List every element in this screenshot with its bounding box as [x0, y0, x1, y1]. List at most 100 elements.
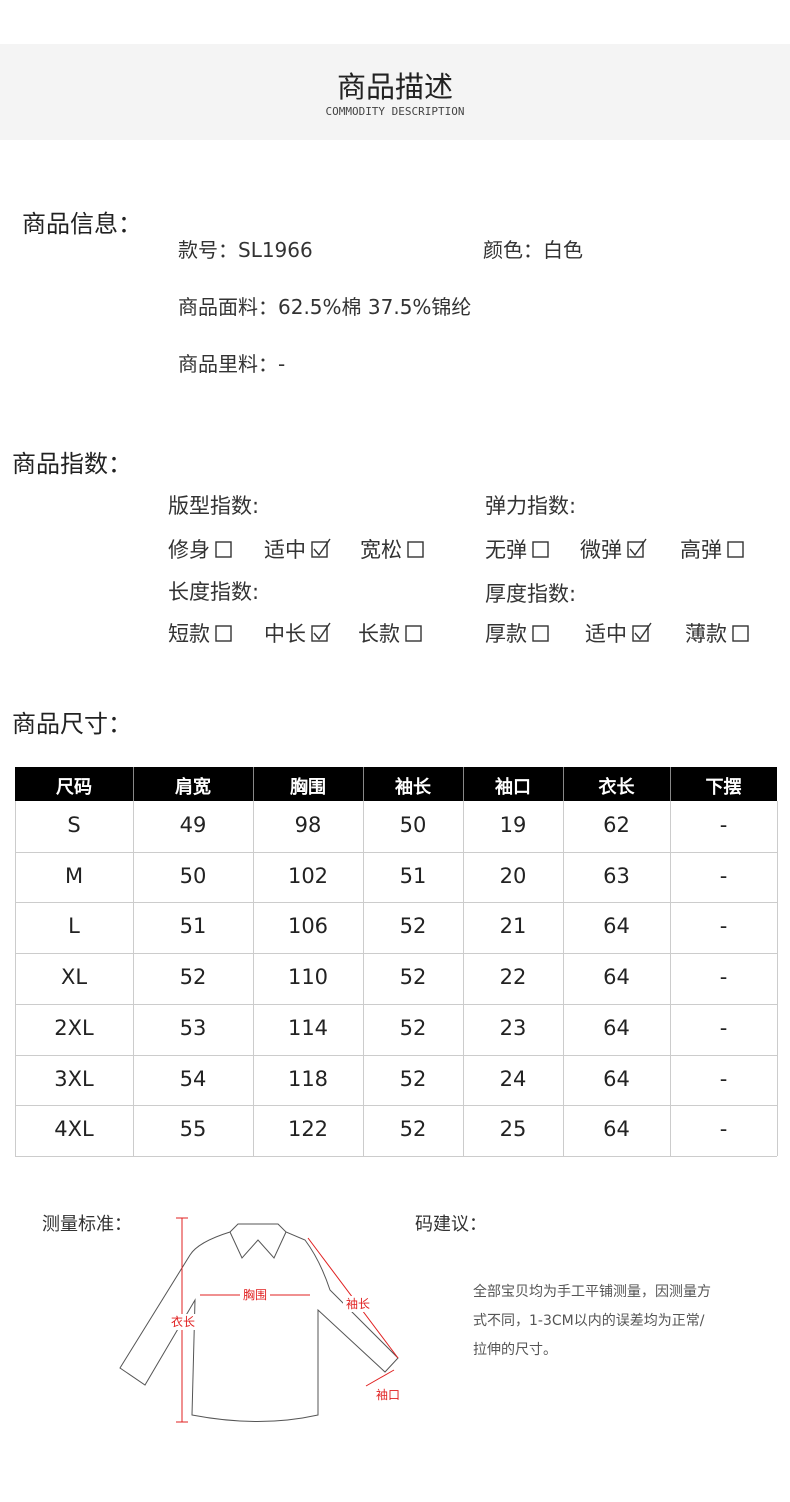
table-header: 尺码	[56, 777, 92, 798]
table-cell: 64	[603, 1117, 630, 1142]
table-cell: 64	[603, 1015, 630, 1040]
row-line	[15, 1155, 777, 1157]
section-heading: 测量标准：	[42, 1214, 132, 1235]
table-cell: -	[719, 1066, 728, 1091]
table-cell: L	[68, 914, 80, 939]
label-bg	[240, 1287, 270, 1303]
checkbox	[215, 625, 232, 642]
col-line	[363, 767, 364, 801]
info-item: 商品面料：62.5%棉 37.5%锦纶	[178, 295, 472, 319]
checkbox	[532, 541, 549, 558]
table-cell: XL	[60, 965, 88, 990]
table-header: 下摆	[705, 777, 742, 798]
checkbox	[407, 541, 424, 558]
subtitle: COMMODITY DESCRIPTION	[325, 105, 465, 118]
index-title: 版型指数:	[168, 494, 260, 518]
checkbox	[311, 538, 331, 558]
table-header: 衣长	[598, 777, 635, 798]
table-cell: 20	[499, 863, 527, 888]
shirt-outline	[119, 1223, 399, 1422]
checkbox	[632, 622, 652, 642]
col-line	[15, 801, 16, 1156]
table-cell: 51	[399, 863, 427, 888]
index-title: 长度指数:	[168, 580, 260, 604]
col-line	[670, 767, 671, 801]
table-cell: 52	[399, 914, 427, 939]
section-heading: 商品尺寸：	[12, 710, 132, 738]
checkbox	[311, 622, 331, 642]
table-header: 袖长	[395, 777, 431, 798]
table-cell: 51	[179, 914, 207, 939]
col-line	[777, 801, 778, 1156]
table-cell: 50	[399, 813, 427, 837]
table-cell: 21	[499, 914, 527, 939]
index-option: 长款	[358, 618, 426, 648]
table-cell: 64	[603, 1066, 630, 1091]
table-cell: 114	[287, 1015, 329, 1040]
table-cell: S	[67, 813, 81, 837]
table-cell: 63	[603, 863, 630, 888]
col-line	[253, 767, 254, 801]
table-cell: 62	[603, 813, 630, 837]
table-cell: 49	[179, 813, 207, 837]
table-cell: 2XL	[54, 1015, 94, 1040]
measure-label: 胸围	[243, 1287, 267, 1302]
checkbox	[405, 625, 422, 642]
table-cell: M	[64, 863, 84, 888]
measure-line	[365, 1369, 395, 1387]
index-option: 适中	[264, 534, 332, 564]
table-cell: 52	[399, 965, 427, 990]
index-option: 厚款	[485, 618, 553, 648]
table-cell: 4XL	[54, 1117, 94, 1142]
table-cell: 52	[399, 1066, 427, 1091]
table-header: 胸围	[290, 777, 326, 798]
info-item: 款号：SL1966	[178, 238, 313, 262]
index-option: 短款	[168, 618, 236, 648]
measure-label: 袖口	[376, 1387, 400, 1402]
table-cell: 122	[287, 1117, 329, 1142]
table-cell: 98	[294, 813, 322, 837]
checkbox	[532, 625, 549, 642]
checkbox	[732, 625, 749, 642]
col-line	[133, 801, 134, 1156]
table-cell: 106	[287, 914, 329, 939]
index-option: 修身	[168, 534, 236, 564]
index-title: 弹力指数:	[485, 494, 577, 518]
row-line	[15, 1054, 777, 1056]
checkbox	[627, 538, 647, 558]
table-header: 肩宽	[175, 777, 211, 798]
table-cell: 52	[179, 965, 207, 990]
table-cell: -	[719, 914, 728, 939]
table-cell: -	[719, 863, 728, 888]
col-line	[133, 767, 134, 801]
section-heading: 码建议：	[415, 1214, 487, 1235]
row-line	[15, 1003, 777, 1005]
table-cell: 53	[179, 1015, 207, 1040]
table-cell: -	[719, 1015, 728, 1040]
advice-line: 全部宝贝均为手工平铺测量，因测量方	[473, 1284, 711, 1300]
index-title: 厚度指数:	[485, 582, 577, 606]
table-cell: 3XL	[54, 1066, 94, 1091]
table-header-bg	[15, 767, 777, 801]
index-option: 宽松	[360, 534, 428, 564]
table-header: 袖口	[495, 777, 531, 798]
label-bg	[343, 1296, 373, 1312]
col-line	[670, 801, 671, 1156]
table-cell: 102	[287, 863, 329, 888]
row-line	[15, 1105, 777, 1107]
collar	[229, 1231, 287, 1259]
index-option: 中长	[264, 618, 332, 648]
index-option: 微弹	[580, 534, 648, 564]
table-cell: 24	[499, 1066, 527, 1091]
table-cell: 19	[499, 813, 527, 837]
row-line	[15, 953, 777, 955]
title: 商品描述	[336, 70, 453, 104]
label-bg	[373, 1387, 403, 1403]
table-cell: 55	[179, 1117, 207, 1142]
table-cell: 23	[499, 1015, 527, 1040]
advice-line: 拉伸的尺寸。	[473, 1342, 557, 1358]
info-item: 颜色：白色	[483, 238, 583, 262]
table-cell: 25	[499, 1117, 527, 1142]
table-cell: -	[719, 965, 728, 990]
